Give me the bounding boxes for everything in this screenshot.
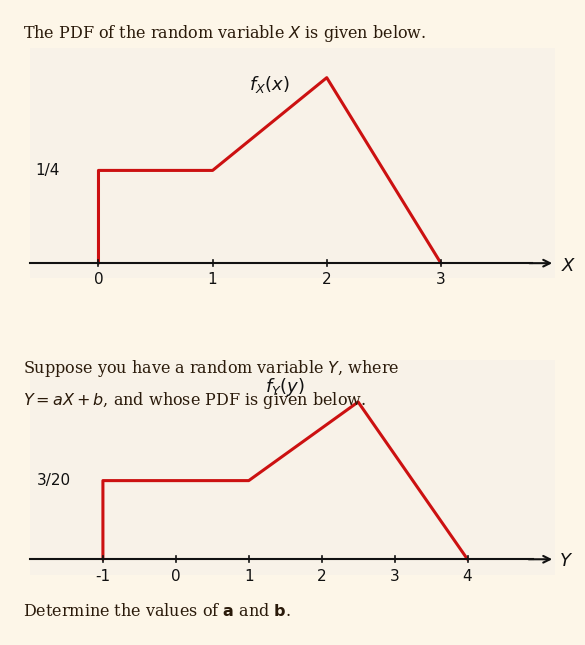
Text: 3: 3 [390,569,400,584]
Text: Suppose you have a random variable $Y$, where: Suppose you have a random variable $Y$, … [23,358,400,379]
Text: The PDF of the random variable $X$ is given below.: The PDF of the random variable $X$ is gi… [23,23,426,44]
Text: $X$: $X$ [560,257,576,275]
Text: $Y = aX + b$, and whose PDF is given below.: $Y = aX + b$, and whose PDF is given bel… [23,390,366,412]
Text: 1: 1 [208,272,218,288]
Text: $f_Y(y)$: $f_Y(y)$ [266,376,305,398]
Text: 1/4: 1/4 [36,163,60,178]
Text: 4: 4 [463,569,472,584]
Text: $Y$: $Y$ [559,552,573,570]
Text: -1: -1 [95,569,111,584]
Text: 2: 2 [322,272,332,288]
Text: 3: 3 [436,272,446,288]
Text: 3/20: 3/20 [37,473,71,488]
Text: 0: 0 [94,272,104,288]
Text: $f_X(x)$: $f_X(x)$ [249,74,290,95]
Text: 1: 1 [244,569,253,584]
Text: Determine the values of $\mathbf{a}$ and $\mathbf{b}$.: Determine the values of $\mathbf{a}$ and… [23,603,291,620]
Text: 2: 2 [317,569,326,584]
Text: 0: 0 [171,569,181,584]
